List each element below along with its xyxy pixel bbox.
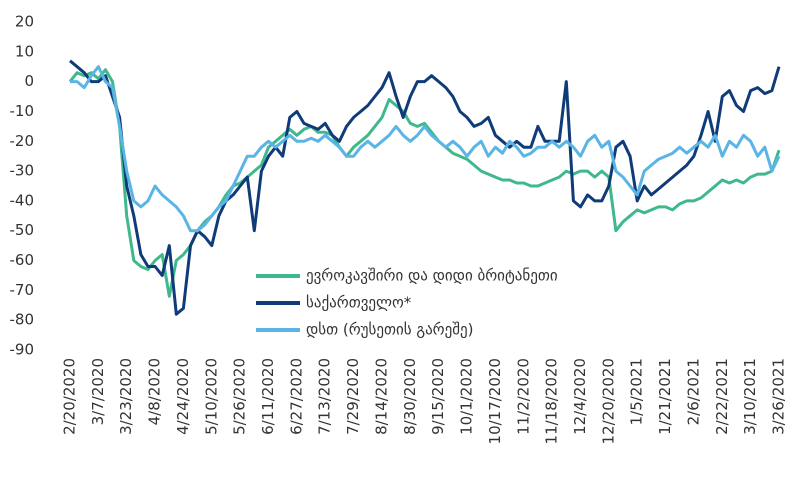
- x-tick-label: 5/10/2020: [202, 358, 220, 435]
- x-tick-label: 1/21/2021: [656, 358, 674, 435]
- y-tick-label: -80: [10, 311, 35, 329]
- line: [70, 65, 781, 233]
- x-tick-label: 3/10/2021: [741, 358, 759, 435]
- x-tick-label: 6/11/2020: [259, 358, 277, 435]
- legend-label: ევროკავშირი და დიდი ბრიტანეთი: [306, 267, 558, 285]
- y-tick-label: -20: [10, 132, 35, 150]
- y-tick-label: -60: [10, 251, 35, 269]
- line: [68, 68, 781, 298]
- x-tick-label: 8/14/2020: [372, 358, 390, 435]
- y-tick-label: -50: [10, 221, 35, 239]
- x-tick-label: 11/2/2020: [514, 358, 532, 435]
- x-tick-label: 4/24/2020: [174, 358, 192, 435]
- x-tick-label: 3/26/2021: [770, 358, 788, 435]
- y-tick-label: -40: [10, 191, 35, 209]
- x-tick-label: 9/15/2020: [429, 358, 447, 435]
- legend-background: [250, 318, 710, 344]
- x-tick-label: 3/23/2020: [117, 358, 135, 435]
- x-tick-label: 7/29/2020: [344, 358, 362, 435]
- x-tick-label: 10/1/2020: [458, 358, 476, 435]
- y-tick-label: -30: [10, 162, 35, 180]
- x-tick-label: 3/7/2020: [89, 358, 107, 425]
- x-tick-label: 10/17/2020: [486, 358, 504, 444]
- x-tick-label: 12/20/2020: [599, 358, 617, 444]
- y-tick-label: -10: [10, 102, 35, 120]
- y-tick-label: 10: [15, 42, 34, 60]
- x-tick-label: 12/4/2020: [571, 358, 589, 435]
- x-tick-label: 2/20/2020: [61, 358, 79, 435]
- x-tick-label: 1/5/2021: [628, 358, 646, 425]
- y-tick-label: 20: [15, 13, 34, 31]
- line: [69, 59, 781, 316]
- y-tick-label: -70: [10, 281, 35, 299]
- x-tick-label: 2/6/2021: [684, 358, 702, 425]
- x-tick-label: 7/13/2020: [316, 358, 334, 435]
- legend-label: დსთ (რუსეთის გარეშე): [306, 321, 473, 339]
- x-tick-label: 2/22/2021: [713, 358, 731, 435]
- x-tick-label: 8/30/2020: [401, 358, 419, 435]
- x-tick-label: 6/27/2020: [287, 358, 305, 435]
- legend-label: საქართველო*: [306, 294, 412, 312]
- y-tick-label: -90: [10, 341, 35, 359]
- x-tick-label: 5/26/2020: [231, 358, 249, 435]
- x-tick-label: 4/8/2020: [146, 358, 164, 425]
- legend-background: [250, 264, 710, 290]
- x-tick-label: 11/18/2020: [543, 358, 561, 444]
- legend-background: [250, 291, 710, 317]
- y-tick-label: 0: [24, 72, 34, 90]
